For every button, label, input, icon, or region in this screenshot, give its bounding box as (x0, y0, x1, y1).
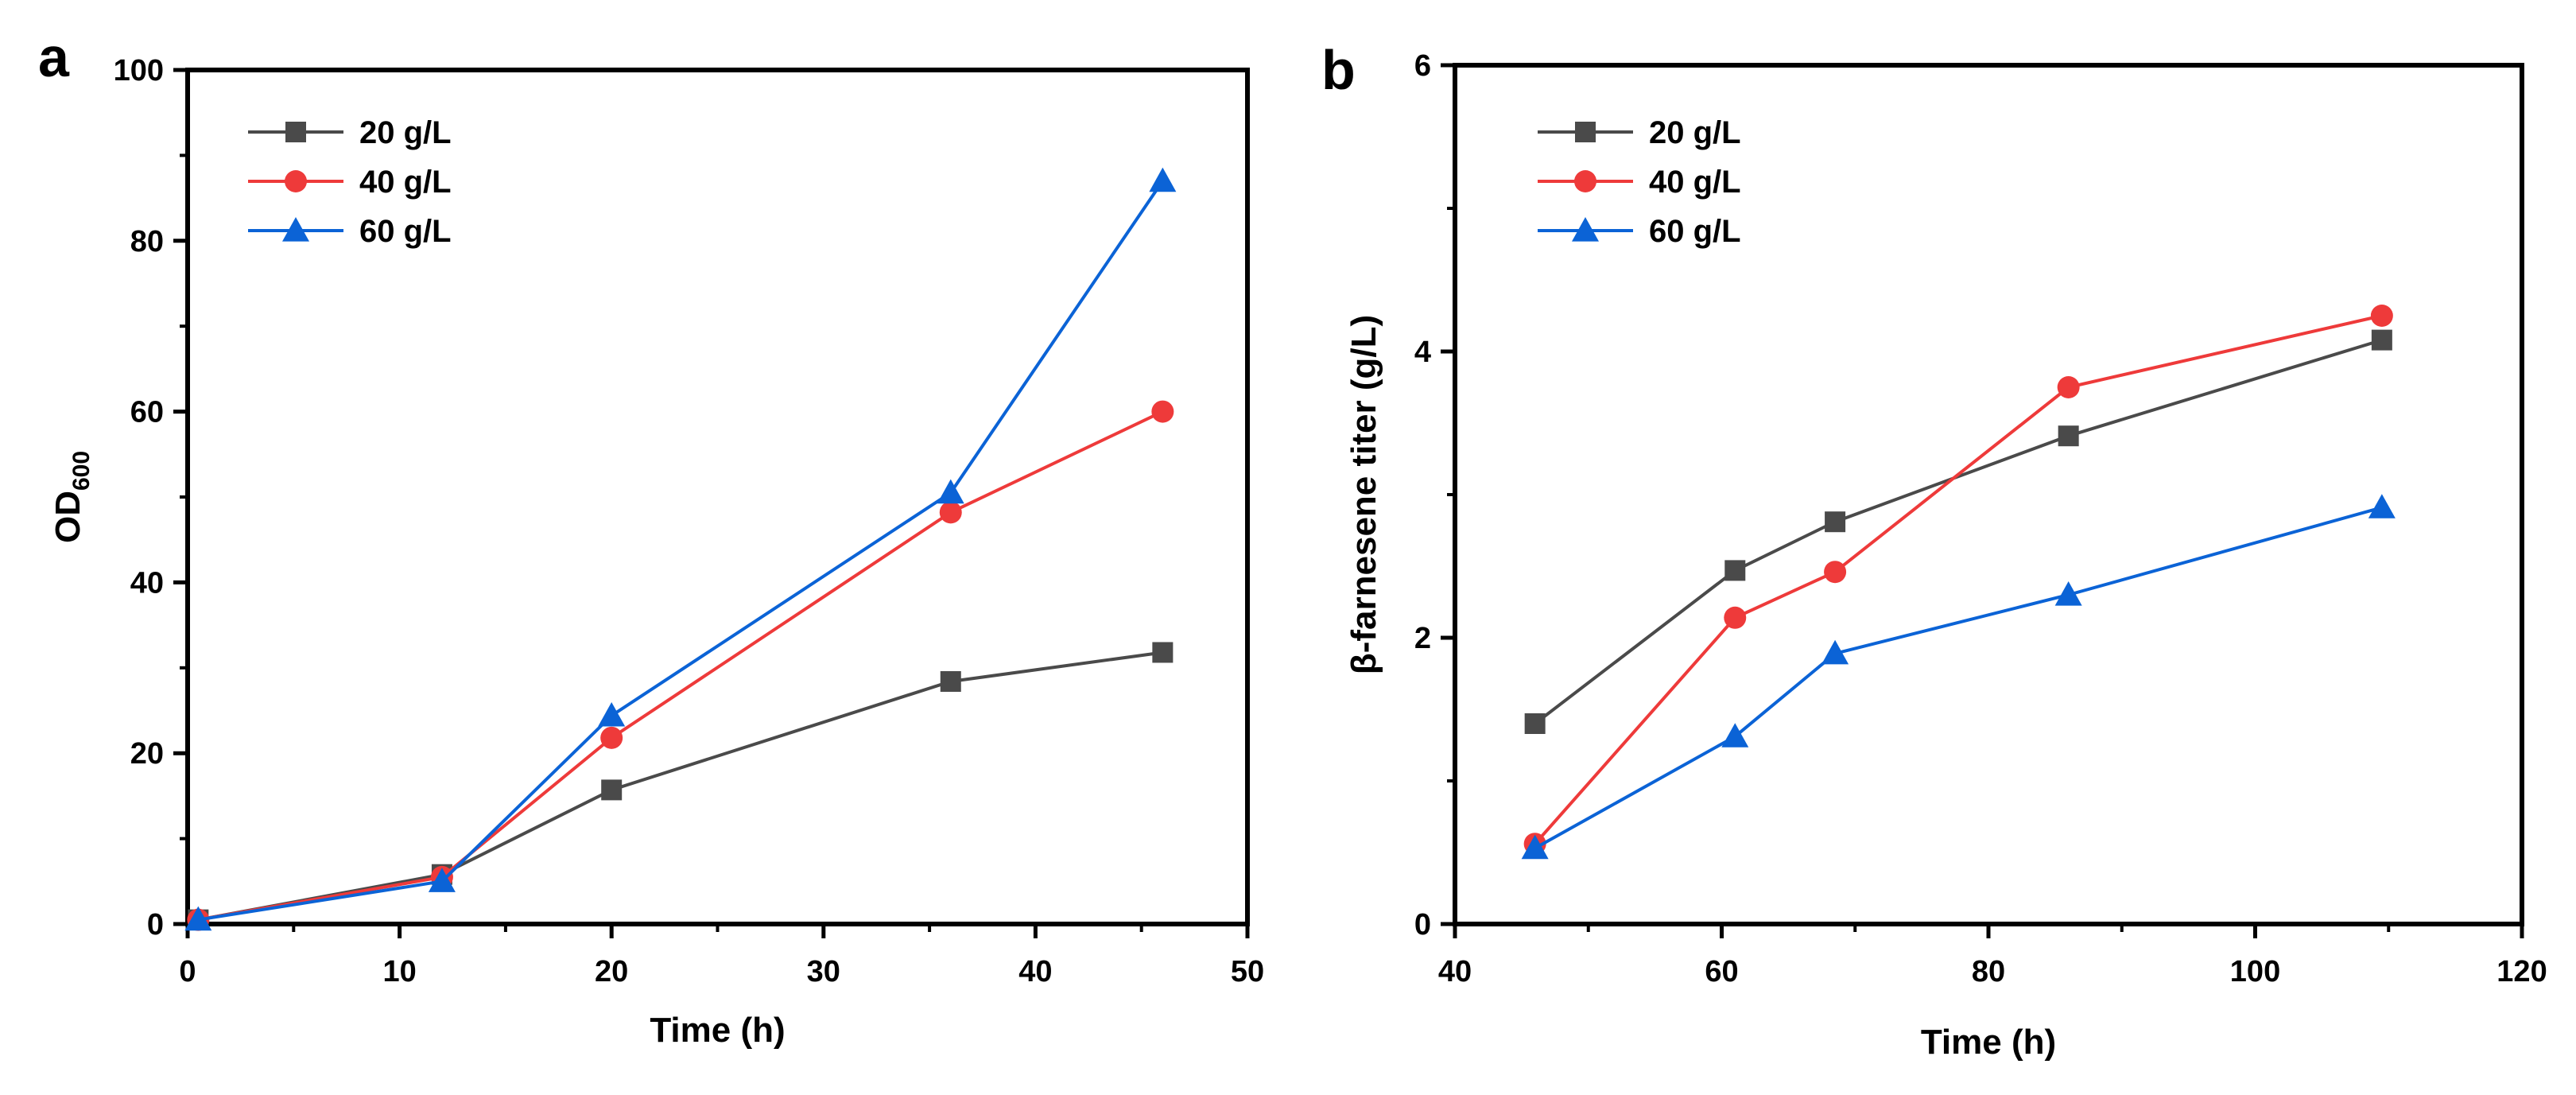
series-line (1534, 314, 2383, 845)
series-60-g-l (1521, 494, 2396, 860)
legend-entry-20-g-l: 20 g/L (1538, 115, 1741, 150)
data-point (939, 501, 962, 524)
x-tick-label: 60 (1705, 955, 1738, 988)
x-tick-label: 10 (382, 955, 416, 988)
data-point (1521, 834, 1549, 860)
series-60-g-l (184, 167, 1177, 931)
legend-marker (1574, 170, 1596, 192)
plot-frame (1453, 63, 2524, 926)
legend-entry-60-g-l: 60 g/L (248, 214, 452, 249)
y-axis-title-main: β-farnesene titer (g/L) (1344, 315, 1383, 674)
data-point (1724, 606, 1747, 629)
data-point (1825, 511, 1846, 533)
legend-marker (1575, 122, 1596, 142)
y-axis-title-subscript: 600 (68, 451, 95, 491)
x-tick-label: 40 (1438, 955, 1472, 988)
x-axis-title: Time (h) (1921, 1023, 2056, 1062)
data-point (1524, 713, 1546, 734)
chart-panel-b: 40 60 80 100 120 0 2 4 6 b Time (h) β-farnesene tit… (1321, 39, 2547, 1062)
data-point (2368, 494, 2396, 518)
panel-label: a (38, 26, 70, 88)
legend-label: 40 g/L (359, 165, 452, 200)
data-point (940, 670, 961, 692)
data-point (937, 479, 964, 504)
y-tick-label: 4 (1414, 336, 1431, 369)
y-axis-title: OD600 (48, 451, 95, 543)
legend-label: 60 g/L (1649, 214, 1741, 249)
data-point (428, 868, 456, 892)
x-tick-label: 80 (1972, 955, 2005, 988)
legend-label: 40 g/L (1649, 165, 1741, 200)
series-40-g-l (1523, 305, 2393, 856)
plot-frame (185, 68, 1250, 926)
series-20-g-l (1524, 329, 2392, 734)
x-tick-label: 40 (1018, 955, 1052, 988)
legend-label: 60 g/L (359, 214, 452, 249)
series-line (1534, 506, 2383, 850)
legend-label: 20 g/L (1649, 115, 1741, 150)
data-point (2057, 376, 2080, 398)
x-tick-label: 0 (179, 955, 196, 988)
data-point (1721, 723, 1749, 747)
series-line (1534, 338, 2383, 725)
y-tick-label: 0 (1414, 908, 1431, 942)
legend-marker (285, 170, 307, 192)
series-line (197, 410, 1164, 922)
data-point (1724, 560, 1746, 581)
legend-entry-40-g-l: 40 g/L (1538, 165, 1741, 200)
series-20-g-l (188, 642, 1174, 930)
y-tick-label: 100 (114, 54, 164, 87)
x-tick-label: 50 (1231, 955, 1264, 988)
data-point (598, 701, 626, 727)
legend-label: 20 g/L (359, 115, 452, 150)
x-tick-label: 120 (2496, 955, 2547, 988)
legend-marker (282, 217, 309, 242)
y-tick-label: 2 (1414, 622, 1431, 655)
data-point (2054, 581, 2082, 606)
data-point (2370, 305, 2393, 327)
legend-marker (1572, 217, 1599, 242)
data-point (1151, 400, 1174, 423)
legend-entry-60-g-l: 60 g/L (1538, 214, 1741, 249)
y-tick-label: 80 (130, 225, 164, 258)
data-point (600, 726, 623, 749)
data-point (1149, 167, 1177, 192)
legend-marker (285, 122, 306, 142)
y-tick-label: 6 (1414, 49, 1431, 83)
y-tick-label: 20 (130, 737, 164, 771)
legend-entry-40-g-l: 40 g/L (248, 165, 452, 200)
y-tick-label: 0 (147, 908, 164, 942)
data-point (1821, 639, 1849, 665)
data-point (1824, 561, 1847, 584)
series-40-g-l (187, 400, 1174, 931)
y-axis-title: β-farnesene titer (g/L) (1344, 315, 1383, 674)
chart-panel-a: 0 10 20 30 40 50 0 20 40 60 80 100 a Time (h) OD600 20 … (38, 26, 1264, 1050)
x-tick-label: 30 (807, 955, 840, 988)
data-point (601, 779, 623, 801)
data-point (2058, 425, 2079, 447)
y-axis-title-main: OD (48, 491, 87, 543)
data-point (184, 906, 212, 931)
y-tick-label: 60 (130, 396, 164, 429)
legend-entry-20-g-l: 20 g/L (248, 115, 452, 150)
panel-label: b (1321, 39, 1356, 101)
series-line (198, 180, 1165, 922)
y-tick-label: 40 (130, 566, 164, 600)
x-tick-label: 20 (595, 955, 628, 988)
data-point (2371, 329, 2392, 351)
x-tick-label: 100 (2230, 955, 2280, 988)
x-axis-title: Time (h) (650, 1011, 785, 1050)
data-point (1152, 642, 1174, 663)
